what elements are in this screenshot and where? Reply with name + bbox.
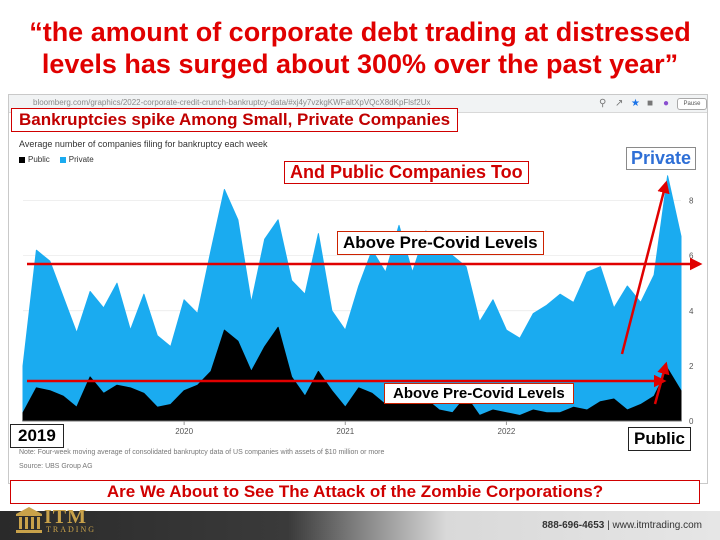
chart-screenshot: bloomberg.com/graphics/2022-corporate-cr… [8, 94, 708, 484]
callout-public-label: Public [628, 427, 692, 451]
legend-label-public: Public [28, 155, 50, 164]
y-tick-label: 8 [689, 197, 694, 206]
headline-line-2: levels has surged about 300% over the pa… [41, 49, 679, 79]
logo-text: ITM [44, 506, 87, 528]
callout-private-label: Private [626, 147, 697, 170]
callout-bankruptcies: Bankruptcies spike Among Small, Private … [11, 108, 459, 132]
legend-item-private: Private [59, 155, 94, 164]
profile-icon[interactable]: ● [663, 98, 670, 109]
x-tick-label: 2022 [498, 427, 516, 436]
search-icon[interactable]: ⚲ [599, 98, 607, 109]
y-tick-label: 0 [689, 417, 694, 426]
itm-logo-icon [16, 507, 42, 533]
trend-arrow-private [620, 180, 670, 355]
footer-bar: ITM TRADING 888-696-4653 | www.itmtradin… [0, 506, 720, 540]
callout-above-precovid-private: Above Pre-Covid Levels [337, 231, 544, 255]
headline-line-1: “the amount of corporate debt trading at… [29, 17, 691, 47]
legend-swatch-public [19, 156, 25, 163]
legend-item-public: Public [19, 155, 50, 164]
footer-contact: 888-696-4653 | www.itmtrading.com [542, 520, 702, 531]
browser-url[interactable]: bloomberg.com/graphics/2022-corporate-cr… [33, 98, 431, 107]
headline-quote: “the amount of corporate debt trading at… [0, 16, 720, 80]
share-icon[interactable]: ↗ [615, 98, 624, 109]
area-series-public [22, 326, 682, 422]
legend-label-private: Private [68, 155, 94, 164]
x-tick-label: 2020 [175, 427, 193, 436]
reader-button[interactable]: Pause [677, 98, 707, 110]
y-tick-label: 2 [689, 362, 694, 371]
chart-note: Note: Four-week moving average of consol… [19, 449, 385, 456]
legend-swatch-private [59, 156, 66, 163]
footer-phone[interactable]: 888-696-4653 [542, 520, 605, 531]
callout-public-companies: And Public Companies Too [284, 161, 529, 184]
chart-legend: Public Private [19, 155, 94, 164]
chart-source: Source: UBS Group AG [19, 463, 93, 470]
chart-subtitle: Average number of companies filing for b… [19, 139, 268, 149]
area-series-private [22, 175, 682, 422]
x-tick-label: 2021 [336, 427, 354, 436]
chart-plot: 0 2 4 6 8 2020 2021 2022 [22, 175, 694, 436]
logo-subtext: TRADING [46, 525, 96, 534]
footer-website[interactable]: www.itmtrading.com [612, 520, 702, 531]
callout-year-2019: 2019 [10, 424, 64, 448]
footer-separator: | [607, 520, 610, 531]
y-tick-label: 6 [689, 252, 694, 261]
extension-icon[interactable]: ■ [647, 98, 654, 109]
star-icon[interactable]: ★ [631, 98, 640, 109]
y-tick-label: 4 [689, 307, 694, 316]
callout-above-precovid-public: Above Pre-Covid Levels [384, 383, 574, 404]
trend-arrow-public [653, 361, 670, 405]
callout-zombie-question: Are We About to See The Attack of the Zo… [10, 480, 700, 504]
